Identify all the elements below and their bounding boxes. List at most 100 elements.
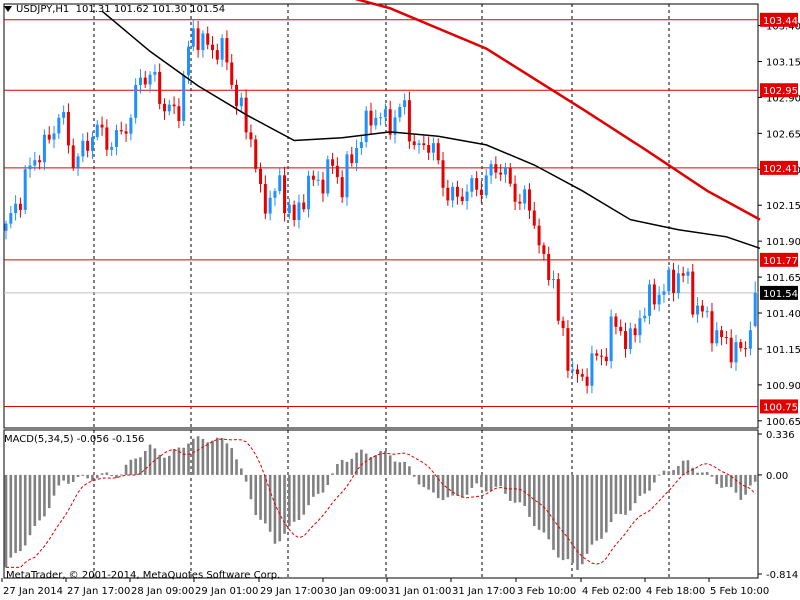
macd-histogram-bar <box>326 474 330 485</box>
candle-body <box>628 328 632 350</box>
candle-body <box>652 284 656 305</box>
candle-body <box>460 196 464 202</box>
level-tag <box>760 12 798 27</box>
candle-body <box>18 203 22 210</box>
candle-body <box>191 28 195 47</box>
macd-histogram-bar <box>172 449 176 475</box>
candle-body <box>691 271 695 315</box>
candle-body <box>720 330 724 337</box>
macd-histogram-bar <box>9 474 13 558</box>
macd-histogram-bar <box>523 474 526 506</box>
macd-histogram-bar <box>105 472 109 475</box>
candle-body <box>383 109 387 118</box>
macd-histogram-bar <box>230 448 234 475</box>
macd-histogram-bar <box>576 474 579 570</box>
candle-body <box>307 175 311 210</box>
candle-body <box>359 142 363 148</box>
candle-body <box>479 189 483 196</box>
level-tag-label: 102.95 <box>763 86 798 97</box>
macd-histogram-bar <box>729 474 733 488</box>
candle-body <box>76 156 80 168</box>
candle-body <box>225 38 229 63</box>
candle-body <box>90 137 94 151</box>
macd-histogram-bar <box>115 474 118 478</box>
level-tag <box>760 83 798 98</box>
x-tick-label: 29 Jan 17:00 <box>260 586 323 597</box>
candle-body <box>580 374 584 377</box>
candle-body <box>388 109 392 135</box>
macd-histogram-bar <box>360 449 363 475</box>
macd-histogram-bar <box>609 474 613 523</box>
candle-body <box>196 28 200 51</box>
macd-histogram-bar <box>432 474 435 493</box>
macd-histogram-bar <box>19 474 22 552</box>
macd-histogram-bar <box>119 474 123 476</box>
candle-body <box>321 179 325 194</box>
macd-histogram-bar <box>302 474 306 515</box>
macd-histogram-bar <box>384 450 387 475</box>
macd-histogram-bar <box>62 474 65 481</box>
macd-histogram-bar <box>624 474 627 515</box>
candle-body <box>672 269 676 293</box>
macd-histogram-bar <box>667 471 671 475</box>
level-tag <box>760 160 798 175</box>
candle-body <box>350 154 354 164</box>
macd-histogram-bar <box>312 474 315 497</box>
candle-body <box>182 75 186 121</box>
macd-tick-label: 0.336 <box>766 430 795 441</box>
macd-histogram-bar <box>581 474 584 565</box>
macd-histogram-bar <box>460 474 464 498</box>
chart-header: USDJPY,H1 101.31 101.62 101.30 101.54 <box>4 4 225 15</box>
macd-histogram-bar <box>283 474 286 534</box>
candle-body <box>739 342 743 349</box>
candle-body <box>393 117 397 135</box>
x-tick-label: 28 Jan 09:00 <box>131 586 194 597</box>
macd-histogram-bar <box>14 474 17 553</box>
macd-histogram-bar <box>585 474 589 554</box>
dropdown-triangle-icon[interactable] <box>4 6 12 12</box>
macd-histogram-bar <box>398 462 402 475</box>
macd-histogram-bar <box>725 474 728 487</box>
candle-body <box>734 342 738 363</box>
macd-histogram-bar <box>446 474 450 498</box>
candle-body <box>686 271 690 276</box>
price-tick-label: 103.40 <box>766 22 800 33</box>
macd-histogram-bar <box>677 465 680 475</box>
x-tick-label: 4 Feb 02:00 <box>582 586 641 597</box>
macd-histogram-bar <box>408 466 411 475</box>
candle-body <box>4 223 8 231</box>
candle-body <box>167 104 171 112</box>
macd-histogram-bar <box>412 474 416 477</box>
moving-average-line <box>354 0 761 221</box>
candle-body <box>268 197 272 214</box>
macd-histogram-bar <box>350 458 354 475</box>
candle-body <box>551 279 555 281</box>
candle-body <box>153 71 157 75</box>
macd-histogram-bar <box>47 474 51 509</box>
candle-body <box>33 160 37 166</box>
macd-histogram-bar <box>672 470 675 475</box>
macd-histogram-bar <box>244 474 248 482</box>
candle-body <box>475 178 479 190</box>
candle-body <box>676 273 680 293</box>
candle-body <box>561 320 565 329</box>
candle-body <box>215 50 219 60</box>
macd-histogram-bar <box>379 451 382 475</box>
macd-histogram-bar <box>259 474 262 520</box>
macd-histogram-bar <box>480 474 483 488</box>
candle-body <box>523 189 527 204</box>
macd-panel-frame <box>3 429 759 579</box>
macd-histogram-bar <box>739 474 743 500</box>
candle-body <box>431 143 435 153</box>
macd-histogram-bar <box>393 461 397 475</box>
copyright-text: MetaTrader, © 2001-2014, MetaQuotes Soft… <box>6 570 281 581</box>
macd-histogram-bar <box>451 474 454 496</box>
candle-body <box>292 204 296 221</box>
candle-body <box>700 305 704 312</box>
macd-histogram-bar <box>422 474 426 488</box>
macd-histogram-bar <box>648 474 651 491</box>
candle-body <box>186 46 190 76</box>
candle-body <box>220 38 224 60</box>
macd-histogram-bar <box>211 440 214 475</box>
macd-histogram-bar <box>749 474 752 486</box>
